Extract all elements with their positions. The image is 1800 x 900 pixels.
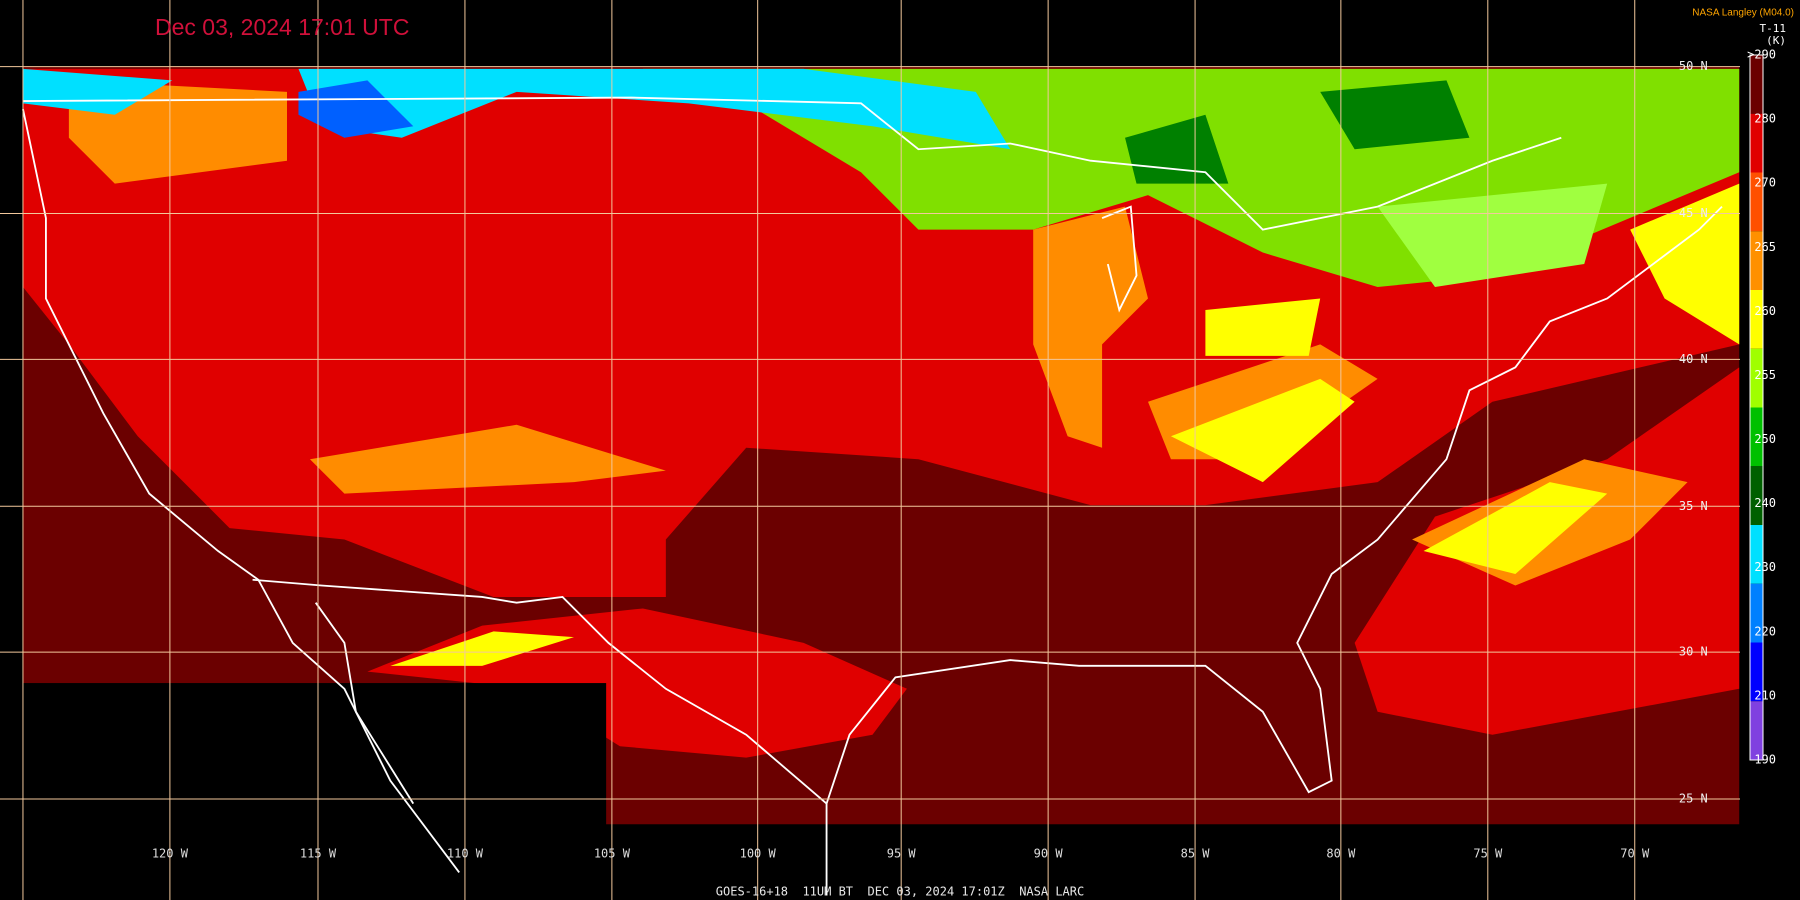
very-cold-cloud bbox=[22, 68, 173, 115]
no-data bbox=[22, 683, 607, 900]
longitude-label: 85 W bbox=[1181, 847, 1211, 861]
colorbar-segment bbox=[1750, 290, 1763, 349]
colorbar-label: 220 bbox=[1754, 624, 1776, 638]
colorbar-segment bbox=[1750, 525, 1763, 584]
unit-label: (K) bbox=[1766, 34, 1786, 47]
colorbar-label: 280 bbox=[1754, 112, 1776, 126]
colorbar-segment bbox=[1750, 172, 1763, 232]
colorbar-label: 190 bbox=[1754, 753, 1776, 767]
very-cold-cloud bbox=[298, 68, 1011, 150]
cloud-band bbox=[1423, 482, 1608, 574]
cloud-band bbox=[1205, 298, 1321, 356]
colorbar-segment bbox=[1750, 466, 1763, 525]
labels: 120 W 115 W 110 W 105 W 100 W 95 W 90 W 85 W 80 … bbox=[152, 48, 1776, 861]
colorbar-segment bbox=[1750, 113, 1763, 173]
latitude-label: 45 N bbox=[1679, 206, 1708, 220]
imagery bbox=[22, 66, 1740, 900]
colorbar-segment bbox=[1750, 701, 1763, 760]
latitude-label: 40 N bbox=[1679, 352, 1708, 366]
longitude-label: 80 W bbox=[1326, 847, 1356, 861]
colorbar-segment bbox=[1750, 583, 1763, 643]
colorbar-segment bbox=[1750, 407, 1763, 467]
colorbar-label: 265 bbox=[1754, 240, 1776, 254]
longitude-label: 70 W bbox=[1620, 847, 1650, 861]
colorbar-segment bbox=[1750, 55, 1763, 114]
cloud-band bbox=[1033, 206, 1148, 448]
caption: GOES-16+18 11UM BT DEC 03, 2024 17:01Z N… bbox=[716, 885, 1084, 899]
border bbox=[252, 578, 828, 805]
longitude-label: 75 W bbox=[1473, 847, 1503, 861]
cloud-band bbox=[309, 424, 666, 494]
colorbar-label: 240 bbox=[1754, 496, 1776, 510]
latitude-label: 50 N bbox=[1679, 59, 1708, 73]
cold-cloud bbox=[1377, 183, 1608, 287]
longitude-label: 120 W bbox=[152, 847, 189, 861]
cold-cloud bbox=[1320, 80, 1470, 150]
latitude-label: 30 N bbox=[1679, 645, 1708, 659]
longitude-label: 90 W bbox=[1034, 847, 1064, 861]
credit: NASA Langley (M04.0) bbox=[1692, 8, 1794, 19]
coastline bbox=[825, 205, 1723, 896]
colorbar-segment bbox=[1750, 348, 1763, 408]
longitude-label: 100 W bbox=[740, 847, 777, 861]
colorbar-segment bbox=[1750, 231, 1763, 290]
product-label: T-11 bbox=[1760, 22, 1787, 35]
colorbar-frame bbox=[1749, 54, 1764, 761]
lake-shore bbox=[1101, 205, 1138, 313]
coldest-cloud bbox=[298, 80, 414, 138]
longitude-label: 105 W bbox=[594, 847, 631, 861]
cloud-band bbox=[1630, 183, 1740, 345]
timestamp-title: Dec 03, 2024 17:01 UTC bbox=[155, 14, 409, 40]
longitude-label: 95 W bbox=[887, 847, 917, 861]
longitude-label: 110 W bbox=[447, 847, 484, 861]
colorbar-label: >290 bbox=[1747, 48, 1776, 62]
colorbar-segment bbox=[1750, 642, 1763, 702]
graticule bbox=[0, 0, 1740, 900]
latitude-label: 25 N bbox=[1679, 792, 1708, 806]
colorbar-label: 255 bbox=[1754, 368, 1776, 382]
colorbar-label: 230 bbox=[1754, 560, 1776, 574]
latitude-label: 35 N bbox=[1679, 499, 1708, 513]
colorbar-label: 210 bbox=[1754, 688, 1776, 702]
border bbox=[22, 96, 1562, 231]
colorbar-label: 270 bbox=[1754, 176, 1776, 190]
longitude-label: 115 W bbox=[300, 847, 337, 861]
colorbar-label: 250 bbox=[1754, 432, 1776, 446]
colorbar-label: 260 bbox=[1754, 304, 1776, 318]
cloud-band bbox=[1170, 378, 1355, 483]
coastline bbox=[314, 602, 415, 805]
cloud-band bbox=[390, 631, 574, 666]
